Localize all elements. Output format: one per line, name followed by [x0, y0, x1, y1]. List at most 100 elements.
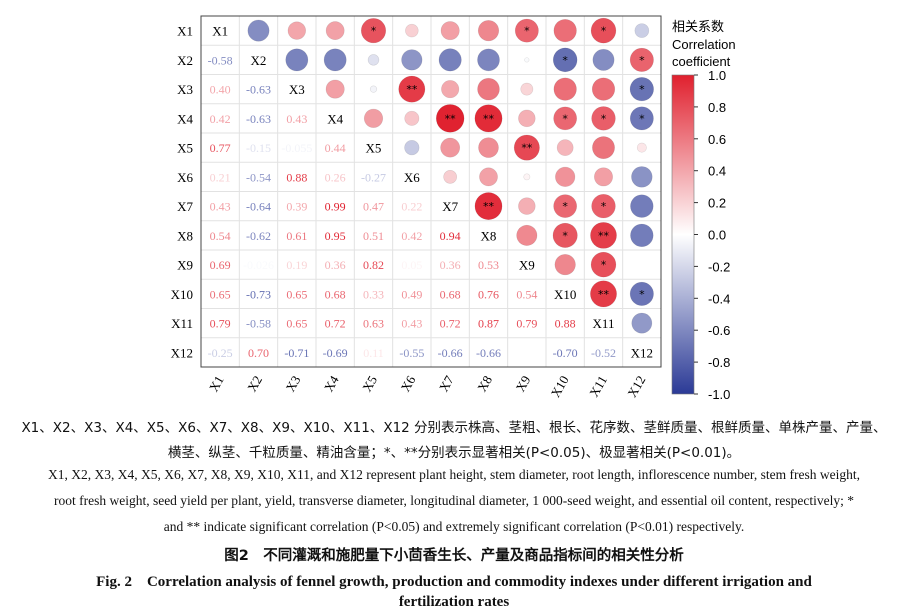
correlation-circle [477, 20, 500, 42]
y-tick-label: X12 [171, 345, 193, 360]
significance-mark: * [601, 25, 607, 38]
coefficient-label: 0.72 [440, 317, 461, 331]
coefficient-label: 0.79 [516, 317, 537, 331]
legend-en-line2: root fresh weight, seed yield per plant,… [53, 493, 855, 508]
coefficient-label: 0.21 [210, 170, 231, 184]
significance-mark: * [524, 25, 530, 38]
y-tick-label: X10 [171, 287, 193, 302]
matrix-cells: X1 * * *-0.58 X2 * *0.40 -0.63 X3 ** *0.42 -0.63 0.4… [208, 17, 654, 360]
significance-mark: * [639, 288, 645, 301]
coefficient-label: -0.25 [208, 346, 233, 360]
matrix-border [200, 15, 662, 368]
coefficient-label: -0.52 [591, 346, 616, 360]
y-tick-label: X2 [177, 53, 193, 68]
coefficient-label: -0.55 [399, 346, 424, 360]
correlation-circle [552, 47, 578, 73]
y-tick-label: X7 [177, 199, 193, 214]
correlation-circle [592, 136, 615, 160]
y-tick-label: X4 [177, 111, 193, 126]
correlation-circle [479, 167, 498, 187]
coefficient-label: 0.43 [210, 200, 231, 214]
correlation-circle [630, 223, 654, 248]
correlation-circle [634, 23, 650, 38]
coefficient-label: -0.58 [246, 317, 271, 331]
correlation-circle [518, 109, 536, 128]
significance-mark: ** [483, 112, 495, 125]
colorbar-tick-label: -0.4 [708, 291, 730, 306]
correlation-circle [556, 139, 574, 156]
significance-mark: * [562, 112, 568, 125]
correlation-circle [516, 224, 538, 246]
colorbar-title-en-line1: Correlation [672, 37, 736, 52]
significance-mark: ** [598, 229, 610, 242]
coefficient-label: 0.05 [401, 258, 422, 272]
coefficient-label: 0.69 [210, 258, 231, 272]
correlation-circle [594, 167, 613, 187]
significance-mark: * [639, 83, 645, 96]
coefficient-label: 0.36 [440, 258, 461, 272]
y-tick-label: X6 [177, 170, 193, 185]
correlation-circle [404, 140, 420, 156]
figure-title-en-line2: fertilization rates [398, 594, 510, 610]
coefficient-label: 0.68 [440, 287, 461, 301]
diagonal-label: X5 [366, 141, 382, 156]
colorbar-tick-label: 0.8 [708, 100, 726, 115]
coefficient-label: 0.49 [401, 287, 422, 301]
y-tick-label: X11 [171, 316, 193, 331]
correlation-circle [518, 197, 536, 215]
colorbar-title-cn: 相关系数 [672, 20, 724, 35]
coefficient-label: 0.39 [286, 200, 307, 214]
diagonal-label: X4 [327, 111, 343, 126]
legend-cn-line2: 横茎、纵茎、千粒质量、精油含量；*、**分别表示显著相关(P<0.05)、极显著… [167, 445, 741, 461]
colorbar-tick-label: 0.4 [708, 164, 726, 179]
significance-mark: ** [598, 288, 610, 301]
coefficient-label: -0.73 [246, 287, 271, 301]
correlation-circle [369, 85, 378, 93]
correlation-circle [323, 48, 347, 72]
y-tick-label: X9 [177, 258, 193, 273]
correlation-circle [287, 21, 306, 40]
colorbar-tick-label: 0.2 [708, 196, 726, 211]
x-tick-label: X6 [397, 373, 418, 395]
coefficient-label: 0.65 [286, 287, 307, 301]
legend-cn-line1: X1、X2、X3、X4、X5、X6、X7、X8、X9、X10、X11、X12 分… [21, 420, 887, 436]
coefficient-label: 0.47 [363, 200, 384, 214]
coefficient-label: 0.43 [286, 112, 307, 126]
coefficient-label: -0.66 [476, 346, 501, 360]
correlation-circle [520, 82, 534, 96]
figure-title-cn: 图2 不同灌溉和施肥量下小茴香生长、产量及商品指标间的相关性分析 [224, 548, 684, 564]
correlation-circle [474, 104, 503, 133]
diagonal-label: X6 [404, 170, 420, 185]
legend-en-line1: X1, X2, X3, X4, X5, X6, X7, X8, X9, X10,… [48, 467, 860, 482]
diagonal-label: X3 [289, 82, 305, 97]
correlation-circle [631, 312, 653, 334]
correlation-circle [554, 254, 576, 276]
x-tick-label: X8 [474, 373, 495, 394]
coefficient-label: -0.58 [208, 53, 233, 67]
coefficient-label: 0.54 [516, 287, 537, 301]
correlation-circle [435, 104, 465, 133]
correlation-circle [591, 106, 616, 131]
coefficient-label: 0.88 [555, 317, 576, 331]
coefficient-label: -0.15 [246, 141, 271, 155]
legend-en-line3: and ** indicate significant correlation … [163, 519, 745, 534]
correlation-circle [441, 80, 460, 99]
significance-mark: * [562, 200, 568, 213]
significance-mark: * [371, 25, 377, 38]
y-tick-label: X3 [177, 82, 193, 97]
correlation-circle [555, 166, 576, 187]
significance-mark: * [601, 112, 607, 125]
coefficient-label: -0.64 [246, 200, 271, 214]
y-tick-label: X5 [177, 141, 193, 156]
coefficient-label: 0.26 [325, 170, 346, 184]
x-tick-label: X11 [586, 373, 610, 399]
coefficient-label: -0.69 [323, 346, 348, 360]
significance-mark: ** [445, 112, 457, 125]
colorbar-tick-label: 1.0 [708, 68, 726, 83]
correlation-circle [438, 48, 462, 72]
coefficient-label: -0.27 [361, 170, 386, 184]
correlation-circle [478, 137, 499, 158]
x-tick-label: X3 [282, 373, 303, 394]
y-tick-label: X8 [177, 228, 193, 243]
